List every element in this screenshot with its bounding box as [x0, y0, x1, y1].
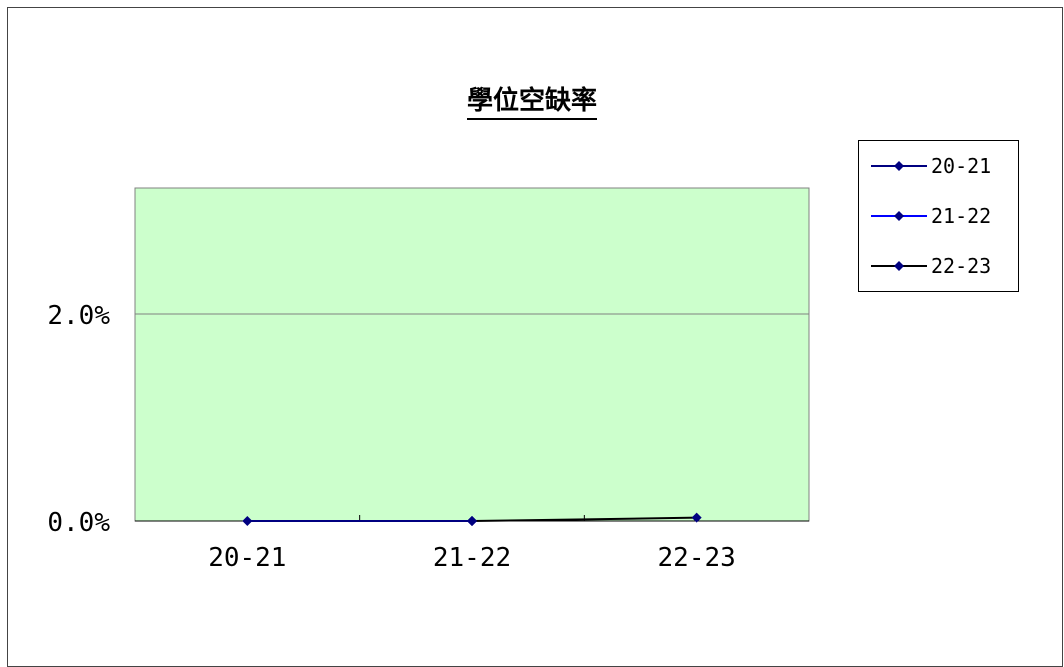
chart-title: 學位空缺率 — [0, 80, 1064, 120]
x-tick-label: 20-21 — [208, 543, 286, 573]
series-points — [242, 512, 702, 526]
legend-item-series-1: 20-21 — [869, 154, 991, 178]
x-tick-label: 22-23 — [658, 543, 736, 573]
legend-swatch-series-2 — [871, 211, 927, 221]
y-tick-label-1: 2.0% — [47, 301, 110, 331]
legend-label-series-1: 20-21 — [931, 154, 992, 178]
legend-swatch-series-1 — [871, 161, 927, 171]
x-ticks: 20-21 21-22 22-23 — [208, 515, 736, 573]
x-tick-label: 21-22 — [433, 543, 511, 573]
series-lines — [247, 516, 697, 522]
series-line-3 — [471, 516, 697, 522]
legend-swatch-series-3 — [871, 261, 927, 271]
plot-area — [134, 187, 810, 522]
y-tick-label-0: 0.0% — [47, 508, 110, 538]
data-point-series-3 — [467, 516, 477, 526]
legend-item-series-2: 21-22 — [869, 204, 991, 228]
legend-label-series-2: 21-22 — [931, 204, 992, 228]
data-point-series-3 — [691, 512, 702, 523]
legend-item-series-3: 22-23 — [869, 254, 991, 278]
data-point-series-1 — [242, 516, 253, 526]
legend-label-series-3: 22-23 — [931, 254, 992, 278]
legend: 20-21 21-22 22-23 — [858, 140, 1019, 292]
chart-title-text: 學位空缺率 — [466, 86, 597, 120]
